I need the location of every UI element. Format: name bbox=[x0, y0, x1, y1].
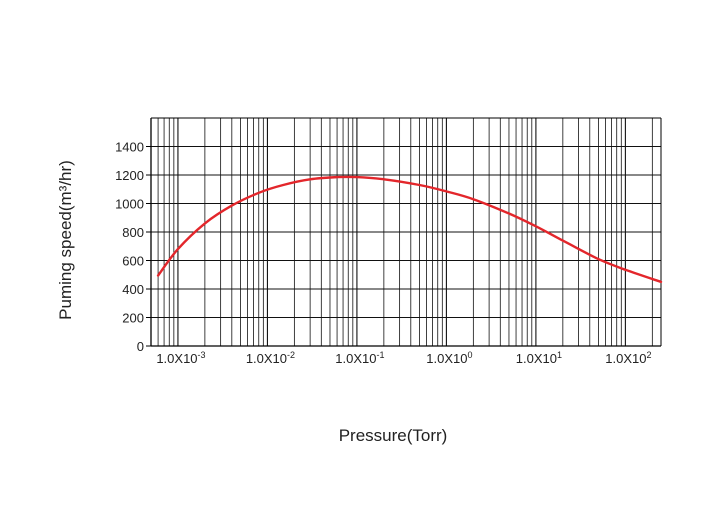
y-tick-labels: 0 200 400 600 800 1000 1200 1400 bbox=[115, 140, 151, 354]
series-line bbox=[156, 175, 663, 284]
x-axis-label: Pressure(Torr) bbox=[339, 426, 448, 445]
y-axis-label: Puming speed(m³/hr) bbox=[56, 160, 75, 320]
chart-grid bbox=[150, 117, 661, 346]
chart-series bbox=[156, 175, 663, 284]
x-tick-label: 1.0X10-3 bbox=[156, 350, 205, 366]
y-tick-label: 0 bbox=[137, 339, 144, 354]
x-tick-label: 1.0X100 bbox=[426, 350, 472, 366]
y-tick-label: 600 bbox=[122, 254, 144, 269]
y-tick-label: 200 bbox=[122, 311, 144, 326]
x-tick-label: 1.0X101 bbox=[516, 350, 562, 366]
y-tick-label: 1400 bbox=[115, 140, 144, 155]
x-tick-label: 1.0X10-1 bbox=[335, 350, 384, 366]
x-tick-label: 1.0X10-2 bbox=[246, 350, 295, 366]
y-tick-label: 400 bbox=[122, 282, 144, 297]
y-tick-label: 1000 bbox=[115, 197, 144, 212]
x-tick-labels: 1.0X10-3 1.0X10-2 1.0X10-1 1.0X100 1.0X101 1.… bbox=[156, 350, 651, 366]
y-tick-label: 1200 bbox=[115, 168, 144, 183]
y-tick-label: 800 bbox=[122, 225, 144, 240]
x-tick-label: 1.0X102 bbox=[605, 350, 651, 366]
